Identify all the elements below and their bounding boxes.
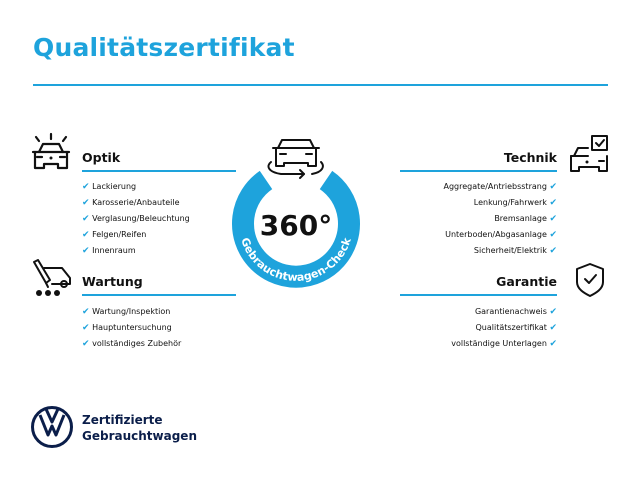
check-icon: ✔ [549,198,557,208]
check-icon: ✔ [82,198,90,208]
garantie-divider [400,294,557,296]
list-item: ✔ Felgen/Reifen [82,230,147,240]
technik-list: Aggregate/Antriebsstrang ✔ Lenkung/Fahrw… [444,179,558,259]
check-icon: ✔ [82,323,90,333]
section-heading-technik: Technik [503,150,557,165]
check-icon: ✔ [549,246,557,256]
list-item: vollständige Unterlagen ✔ [451,339,557,349]
vw-logo [31,406,73,448]
list-item: Qualitätszertifikat ✔ [475,323,558,333]
car-lights-icon [31,132,71,170]
list-item: ✔ Verglasung/Beleuchtung [82,214,190,224]
list-item: Garantienachweis ✔ [474,307,557,317]
section-heading-optik: Optik [82,150,121,165]
check-icon: ✔ [549,214,557,224]
list-item: ✔ Hauptuntersuchung [82,323,172,333]
optik-divider [82,170,236,172]
list-item: Lenkung/Fahrwerk ✔ [473,198,557,208]
check-icon: ✔ [549,230,557,240]
shield-check-icon [576,263,604,297]
check-icon: ✔ [549,323,557,333]
list-item: ✔ Innenraum [82,246,136,256]
check-icon: ✔ [549,307,557,317]
optik-list: ✔ Lackierung ✔ Karosserie/Anbauteile ✔ V… [82,179,190,259]
car-checklist-icon [570,135,608,172]
brand-line1: Zertifizierte [82,413,163,427]
garantie-list: Garantienachweis ✔ Qualitätszertifikat ✔… [451,304,557,352]
list-item: ✔ vollständiges Zubehör [82,339,182,349]
title-divider [33,84,608,86]
360-check-badge: 360° Gebrauchtwagen-Check [232,139,360,288]
check-icon: ✔ [82,182,90,192]
list-item: Unterboden/Abgasanlage ✔ [445,230,557,240]
section-heading-wartung: Wartung [82,274,143,289]
list-item: ✔ Wartung/Inspektion [82,307,171,317]
page-title: Qualitätszertifikat [33,33,295,62]
list-item: ✔ Lackierung [82,182,137,192]
check-icon: ✔ [82,214,90,224]
list-item: Aggregate/Antriebsstrang ✔ [443,182,558,192]
list-item: Sicherheit/Elektrik ✔ [473,246,557,256]
car-rotate-icon [267,139,324,179]
check-icon: ✔ [82,230,90,240]
check-icon: ✔ [549,182,557,192]
check-icon: ✔ [82,339,90,349]
badge-ring [232,170,360,288]
list-item: ✔ Karosserie/Anbauteile [82,198,180,208]
service-tools-icon [33,259,71,296]
brand-text: Zertifizierte Gebrauchtwagen [82,412,197,444]
check-icon: ✔ [82,307,90,317]
wartung-list: ✔ Wartung/Inspektion ✔ Hauptuntersuchung… [82,304,181,352]
check-icon: ✔ [549,339,557,349]
check-icon: ✔ [82,246,90,256]
brand-line2: Gebrauchtwagen [82,429,197,443]
section-heading-garantie: Garantie [496,274,557,289]
wartung-divider [82,294,236,296]
technik-divider [400,170,557,172]
360-label: 360° [260,209,332,242]
list-item: Bremsanlage ✔ [494,214,557,224]
